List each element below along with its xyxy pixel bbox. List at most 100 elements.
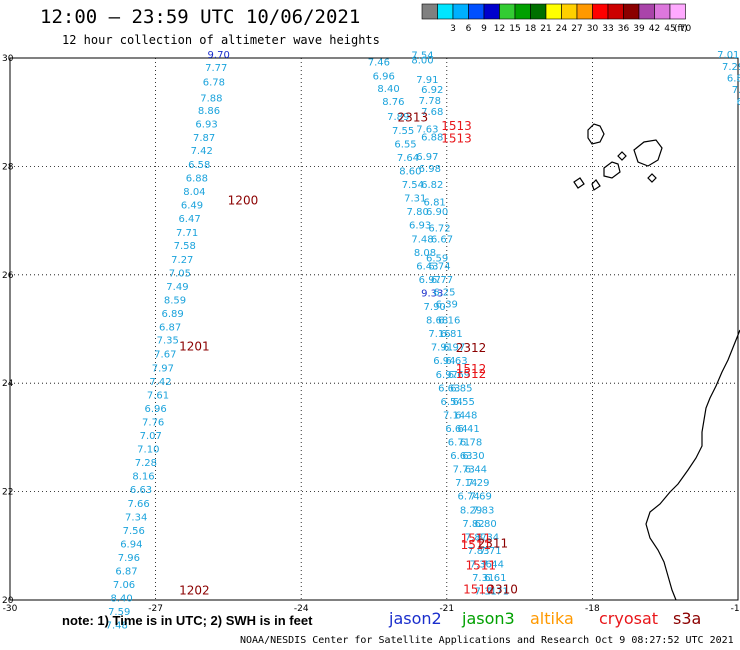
island-outline xyxy=(603,161,621,179)
island-outline xyxy=(633,139,663,167)
lon-tick-label: -30 xyxy=(3,604,18,614)
swh-value-label: 7.46 xyxy=(368,58,390,69)
swh-value-label: 7.44 xyxy=(482,559,504,570)
swh-value-label: 6.54 xyxy=(441,397,463,408)
swh-value-label: 7.49 xyxy=(166,282,188,293)
swh-value-label: 7.42 xyxy=(149,377,171,388)
swh-value-label: 8.00 xyxy=(411,55,433,66)
swh-value-label: 6.88 xyxy=(421,132,443,143)
swh-value-label: 6.77 xyxy=(431,275,453,286)
swh-value-label: 6.78 xyxy=(460,438,482,449)
swh-value-label: 7.80 xyxy=(407,207,429,218)
swh-value-label: 6.25 xyxy=(433,287,455,298)
swh-value-label: 7.68 xyxy=(421,107,443,118)
swh-value-label: 6.93 xyxy=(195,119,217,130)
lon-tick-label: -18 xyxy=(585,604,600,614)
time-label: 1513 xyxy=(441,132,472,146)
swh-value-label: 6.85 xyxy=(450,383,472,394)
time-label: 1202 xyxy=(179,584,210,598)
swh-value-label: 8.40 xyxy=(377,84,399,95)
swh-value-label: 7.78 xyxy=(419,96,441,107)
lat-tick-label: 30 xyxy=(2,54,14,64)
swh-value-label: 6.88 xyxy=(186,174,208,185)
chart-subtitle: 12 hour collection of altimeter wave hei… xyxy=(62,33,380,47)
swh-value-label: 7.07 xyxy=(140,431,162,442)
island-outline xyxy=(591,179,601,191)
swh-value-label: 6.67 xyxy=(431,234,453,245)
colorbar-tick-label: 6 xyxy=(466,24,472,34)
colorbar-tick-label: 9 xyxy=(481,24,487,34)
swh-value-label: 7.28 xyxy=(135,458,157,469)
swh-value-label: 6.55 xyxy=(453,397,475,408)
swh-value-label: 8.76 xyxy=(382,97,404,108)
swh-value-label: 6.43 xyxy=(416,261,438,272)
swh-value-label: 7.27 xyxy=(171,255,193,266)
swh-value-label: 8.68 xyxy=(426,316,448,327)
swh-value-label: 7.05 xyxy=(169,268,191,279)
colorbar-tick-label: 45 xyxy=(664,24,675,34)
swh-value-label: 7.16 xyxy=(428,329,450,340)
swh-value-label: 7.69 xyxy=(470,492,492,503)
swh-value-label: 7.29 xyxy=(722,62,740,73)
swh-value-label: 7.66 xyxy=(127,499,149,510)
swh-value-label: 7.54 xyxy=(411,51,433,62)
swh-value-label: 6.49 xyxy=(181,201,203,212)
time-label: 2311 xyxy=(478,536,509,550)
colorbar-tick-label: 42 xyxy=(649,24,660,34)
colorbar-tick-label: 36 xyxy=(618,24,630,34)
swh-value-label: 6.94 xyxy=(433,356,455,367)
swh-value-label: 6.94 xyxy=(120,539,142,550)
lat-tick-label: 24 xyxy=(2,379,14,389)
swh-value-label: 9.33 xyxy=(421,288,443,299)
graticule xyxy=(10,58,738,600)
time-label: 1200 xyxy=(228,193,259,207)
mission-jason2: jason2 xyxy=(389,609,442,628)
swh-value-label: 8.29 xyxy=(460,505,482,516)
swh-value-label: 7.31 xyxy=(404,194,426,205)
swh-value-label: 7.77 xyxy=(205,63,227,74)
colorbar-unit-label: (ft) xyxy=(674,24,688,34)
swh-value-label: 6.97 xyxy=(436,370,458,381)
lon-tick-label: -27 xyxy=(148,604,163,614)
swh-value-label: 6.69 xyxy=(448,370,470,381)
track-west: 9.70 7.77 6.78 7.88 8.86 6.93 7.87 7.42 6.58 6.88… xyxy=(106,50,230,632)
swh-value-label: 6.47 xyxy=(737,97,740,108)
track-central-a: 7.548.007.466.968.408.767.897.556.557.64… xyxy=(368,51,497,598)
swh-value-label: 6.61 xyxy=(484,573,506,584)
swh-value-label: 6.81 xyxy=(441,329,463,340)
lon-tick-label: -24 xyxy=(294,604,309,614)
swh-value-label: 7.67 xyxy=(154,350,176,361)
swh-value-label: 6.90 xyxy=(426,207,448,218)
swh-value-label: 7.14 xyxy=(443,410,465,421)
colorbar-tick-label: 12 xyxy=(494,24,505,34)
credit-line: NOAA/NESDIS Center for Satellite Applica… xyxy=(240,635,734,646)
swh-value-label: 7.63 xyxy=(416,124,438,135)
swh-value-label: 7.29 xyxy=(467,478,489,489)
map-frame xyxy=(9,57,739,601)
swh-value-label: 7.35 xyxy=(157,336,179,347)
swh-value-label: 7.56 xyxy=(123,526,145,537)
swh-value-label: 6.48 xyxy=(455,410,477,421)
swh-value-label: 8.04 xyxy=(183,187,205,198)
colorbar-tick-label: 39 xyxy=(633,24,645,34)
swh-value-label: 6.39 xyxy=(436,299,458,310)
swh-value-label: 9.70 xyxy=(208,50,230,61)
island-outline xyxy=(573,177,585,189)
swh-value-label: 6.71 xyxy=(448,438,470,449)
swh-value-label: 6.74 xyxy=(458,492,480,503)
time-label: 1510 xyxy=(463,582,494,596)
swh-value-label: 7.59 xyxy=(108,607,130,618)
swh-value-label: 7.64 xyxy=(397,153,419,164)
swh-value-label: 6.92 xyxy=(421,85,443,96)
colorbar-tick-label: 3 xyxy=(450,24,456,34)
time-label: 1511 xyxy=(461,532,492,546)
lat-tick-label: 20 xyxy=(2,596,14,606)
track-central-b: 7.916.927.787.687.636.886.976.986.826.81… xyxy=(416,75,509,598)
mission-jason3: jason3 xyxy=(462,609,515,628)
swh-value-label: 7.58 xyxy=(174,241,196,252)
mission-cryosat: cryosat xyxy=(599,609,659,628)
swh-value-label: 7.88 xyxy=(200,93,222,104)
swh-value-label: 7.34 xyxy=(125,512,147,523)
swh-value-label: 6.30 xyxy=(462,451,484,462)
track-east: 7.017.296.857.416.476.36.9 xyxy=(717,50,740,108)
